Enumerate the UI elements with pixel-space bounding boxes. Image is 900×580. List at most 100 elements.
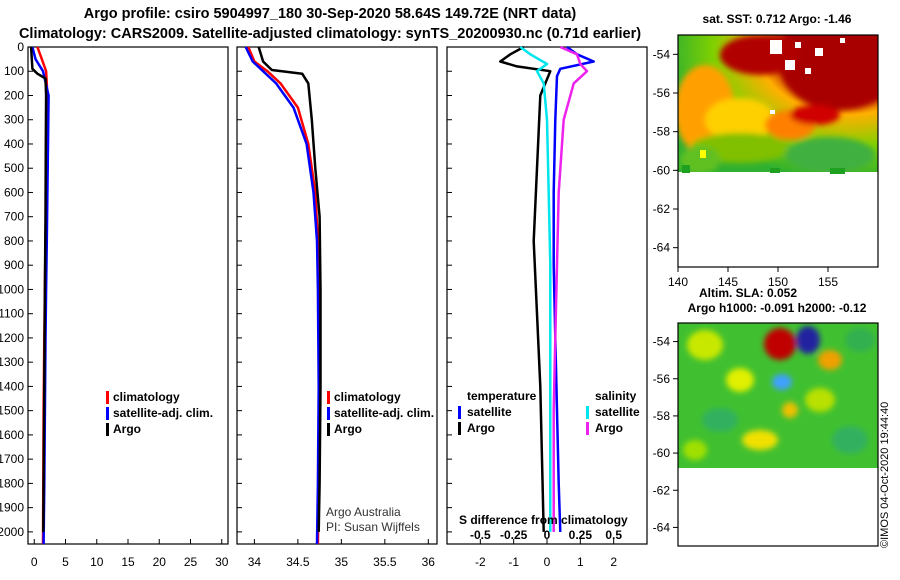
annotation-argo-australia: Argo Australia xyxy=(326,505,401,519)
depth-tick-label: 1100 xyxy=(0,307,24,321)
x-tick-label: 34 xyxy=(248,555,262,569)
salinity-legend: climatology satellite-adj. clim. Argo xyxy=(327,390,434,436)
x-tick-label: -2 xyxy=(475,555,486,569)
lat-tick-label: -58 xyxy=(653,125,671,139)
lat-tick-label: -62 xyxy=(653,483,671,497)
lat-tick-label: -64 xyxy=(653,520,671,534)
legend-label-sal-satellite: satellite xyxy=(595,405,640,419)
sla-map-subtitle: Argo h1000: -0.091 h2000: -0.12 xyxy=(688,301,867,315)
salinity-x-axis: 34 34.5 35 35.5 36 xyxy=(248,539,436,569)
sla-map-frame xyxy=(677,322,879,547)
x-tick-label: -1 xyxy=(508,555,519,569)
depth-tick-label: 0 xyxy=(17,40,24,54)
legend-swatch-satellite xyxy=(327,407,330,420)
temperature-series xyxy=(29,46,50,545)
series-line-climatology xyxy=(247,46,321,545)
x-tick-label: 30 xyxy=(215,555,229,569)
legend-label-temp-argo: Argo xyxy=(467,421,495,435)
legend-title-salinity: salinity xyxy=(595,389,637,403)
legend-swatch-climatology xyxy=(106,391,109,404)
lat-tick-label: -54 xyxy=(653,335,671,349)
lat-tick-label: -60 xyxy=(653,163,671,177)
sla-map-title: Altim. SLA: 0.052 xyxy=(699,286,797,300)
x-tick-label: 10 xyxy=(90,555,104,569)
legend-label-argo: Argo xyxy=(334,422,362,436)
legend-swatch-argo xyxy=(327,423,330,436)
x-tick-label-secondary: 0 xyxy=(544,528,551,542)
sst-map-lat-axis: -54 -56 -58 -60 -62 -64 xyxy=(653,47,678,255)
difference-x-axis-salinity: -0.5 -0.25 0 0.25 0.5 xyxy=(470,528,622,542)
temperature-x-axis: 0 5 10 15 20 25 30 xyxy=(31,539,229,569)
series-line-salinity-argo xyxy=(552,45,589,532)
x-tick-label: 0 xyxy=(31,555,38,569)
difference-x-axis: -2 -1 0 1 2 xyxy=(475,539,617,569)
depth-tick-label: 800 xyxy=(4,234,24,248)
depth-axis: 0 100 200 300 400 500 600 700 800 900 1000 1100 1200… xyxy=(0,40,452,539)
depth-tick-label: 900 xyxy=(4,258,24,272)
lat-tick-label: -54 xyxy=(653,47,671,61)
difference-legend: temperature satellite Argo salinity sate… xyxy=(458,389,640,435)
series-line-argo xyxy=(29,46,48,532)
legend-label-satellite: satellite-adj. clim. xyxy=(113,406,213,420)
depth-tick-label: 1300 xyxy=(0,355,24,369)
lat-tick-label: -62 xyxy=(653,202,671,216)
x-tick-label-secondary: -0.5 xyxy=(470,528,491,542)
legend-swatch-temp-argo xyxy=(458,422,461,435)
depth-tick-label: 1200 xyxy=(0,331,24,345)
x-tick-label: 35.5 xyxy=(373,555,397,569)
depth-tick-label: 1600 xyxy=(0,428,24,442)
x-tick-label: 2 xyxy=(610,555,617,569)
depth-tick-label: 100 xyxy=(4,64,24,78)
lon-tick-label: 150 xyxy=(768,275,788,289)
x-tick-label: 34.5 xyxy=(286,555,310,569)
depth-tick-label: 1400 xyxy=(0,379,24,393)
legend-label-sal-argo: Argo xyxy=(595,421,623,435)
legend-label-temp-satellite: satellite xyxy=(467,405,512,419)
difference-xlabel: S difference from climatology xyxy=(459,513,628,527)
difference-series xyxy=(499,45,595,532)
lat-tick-label: -64 xyxy=(653,241,671,255)
x-tick-label: 1 xyxy=(577,555,584,569)
legend-swatch-satellite xyxy=(106,407,109,420)
legend-label-argo: Argo xyxy=(113,422,141,436)
depth-tick-label: 700 xyxy=(4,210,24,224)
legend-label-climatology: climatology xyxy=(334,390,401,404)
legend-swatch-argo xyxy=(106,423,109,436)
depth-tick-label: 1500 xyxy=(0,404,24,418)
salinity-series xyxy=(244,46,322,545)
depth-tick-label: 200 xyxy=(4,88,24,102)
figure-title-line-2: Climatology: CARS2009. Satellite-adjuste… xyxy=(18,26,642,42)
lon-tick-label: 140 xyxy=(668,275,688,289)
annotation-pi: PI: Susan Wijffels xyxy=(326,520,420,534)
depth-tick-label: 2000 xyxy=(0,525,24,539)
legend-swatch-sal-argo xyxy=(586,422,589,435)
x-tick-label: 35 xyxy=(335,555,349,569)
lat-tick-label: -60 xyxy=(653,446,671,460)
legend-title-temperature: temperature xyxy=(467,389,537,403)
figure-title-line-1: Argo profile: csiro 5904997_180 30-Sep-2… xyxy=(83,6,577,22)
x-tick-label: 25 xyxy=(184,555,198,569)
lat-tick-label: -56 xyxy=(653,372,671,386)
depth-tick-label: 500 xyxy=(4,161,24,175)
depth-tick-label: 300 xyxy=(4,113,24,127)
x-tick-label-secondary: -0.25 xyxy=(500,528,528,542)
series-line-temperature-argo xyxy=(499,45,552,532)
sla-map-lat-axis: -54 -56 -58 -60 -62 -64 xyxy=(653,335,678,534)
x-tick-label: 0 xyxy=(544,555,551,569)
lat-tick-label: -58 xyxy=(653,409,671,423)
sst-map-lon-axis: 140 145 150 155 xyxy=(668,267,838,289)
sst-map-image xyxy=(678,35,878,267)
lon-tick-label: 145 xyxy=(718,275,738,289)
sst-map-title: sat. SST: 0.712 Argo: -1.46 xyxy=(703,12,852,26)
x-tick-label: 36 xyxy=(422,555,436,569)
series-line-salinity-satellite xyxy=(519,45,552,532)
depth-tick-label: 1900 xyxy=(0,501,24,515)
x-tick-label: 20 xyxy=(153,555,167,569)
depth-tick-label: 400 xyxy=(4,137,24,151)
series-line-satellite-adj-clim- xyxy=(244,46,320,545)
lat-tick-label: -56 xyxy=(653,86,671,100)
series-line-temperature-satellite xyxy=(552,45,595,532)
x-tick-label: 5 xyxy=(62,555,69,569)
x-tick-label-secondary: 0.25 xyxy=(569,528,593,542)
